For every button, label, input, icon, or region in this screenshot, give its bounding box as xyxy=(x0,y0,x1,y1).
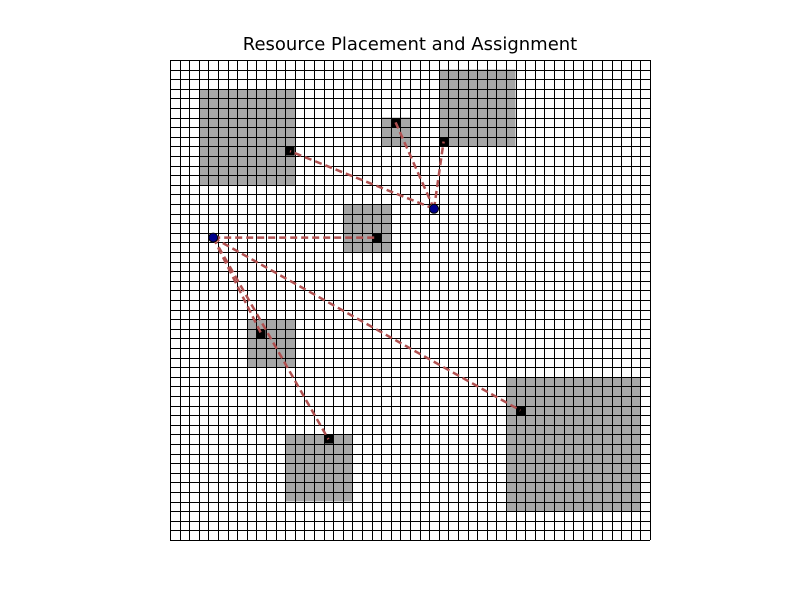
region-block-1 xyxy=(198,88,295,185)
grid-layer xyxy=(170,60,651,541)
hub-point-2 xyxy=(208,232,219,243)
region-block-5 xyxy=(246,319,295,368)
region-block-4 xyxy=(342,204,391,252)
assignment-line-6 xyxy=(212,236,330,440)
chart-title: Resource Placement and Assignment xyxy=(242,34,578,55)
assignment-line-2 xyxy=(394,121,436,210)
hub-point-1 xyxy=(429,203,439,214)
assignments-layer xyxy=(212,121,522,440)
assignment-line-3 xyxy=(432,141,445,209)
hubs-layer xyxy=(208,203,439,243)
assignment-line-1 xyxy=(289,150,435,210)
resource-point-4 xyxy=(371,233,381,243)
assignment-line-7 xyxy=(212,236,522,412)
region-block-6 xyxy=(285,434,353,502)
resource-point-5 xyxy=(256,329,266,339)
